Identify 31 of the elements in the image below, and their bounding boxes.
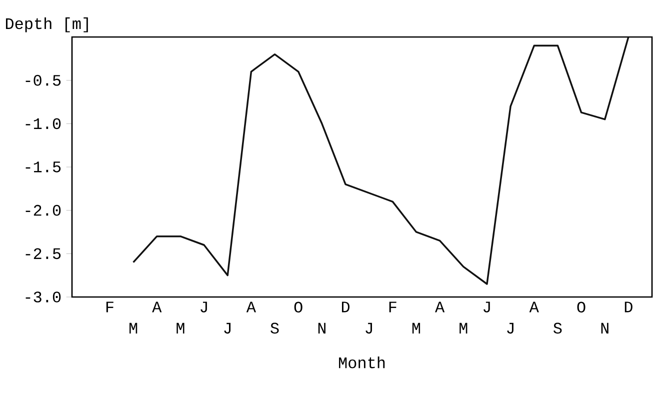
y-tick-label: -3.0: [26, 292, 61, 302]
y-axis-title: Depth [m]: [6, 17, 88, 32]
y-tick-label: -2.5: [26, 248, 61, 260]
x-tick-label: J: [484, 302, 490, 312]
x-tick-label: D: [342, 302, 350, 312]
x-tick-label: N: [318, 322, 326, 334]
x-tick-label: M: [412, 322, 420, 334]
x-tick-label: M: [176, 322, 184, 334]
x-tick-label: A: [246, 302, 256, 312]
x-tick-label: F: [106, 302, 114, 312]
x-tick-label: J: [507, 322, 514, 334]
y-tick-label: -1.0: [26, 118, 61, 130]
x-tick-label: S: [554, 322, 562, 334]
x-tick-label: A: [529, 302, 539, 312]
x-tick-label: S: [270, 322, 279, 334]
x-tick-label: N: [601, 322, 608, 334]
x-tick-label: J: [366, 322, 372, 334]
y-tick-label: -0.5: [26, 74, 61, 86]
x-tick-label: A: [152, 302, 162, 312]
x-tick-label: A: [435, 302, 445, 312]
x-tick-label: O: [294, 302, 302, 313]
y-tick-label: -2.0: [26, 204, 61, 216]
x-tick-label: M: [130, 322, 138, 334]
x-tick-label: J: [200, 302, 207, 312]
x-tick-label: D: [624, 302, 632, 312]
x-tick-label: O: [577, 302, 586, 313]
x-axis-title: Month: [339, 356, 385, 368]
x-tick-label: F: [389, 302, 396, 312]
y-tick-label: -1.5: [26, 162, 61, 172]
x-tick-label: J: [224, 322, 231, 334]
x-tick-label: M: [460, 322, 468, 334]
